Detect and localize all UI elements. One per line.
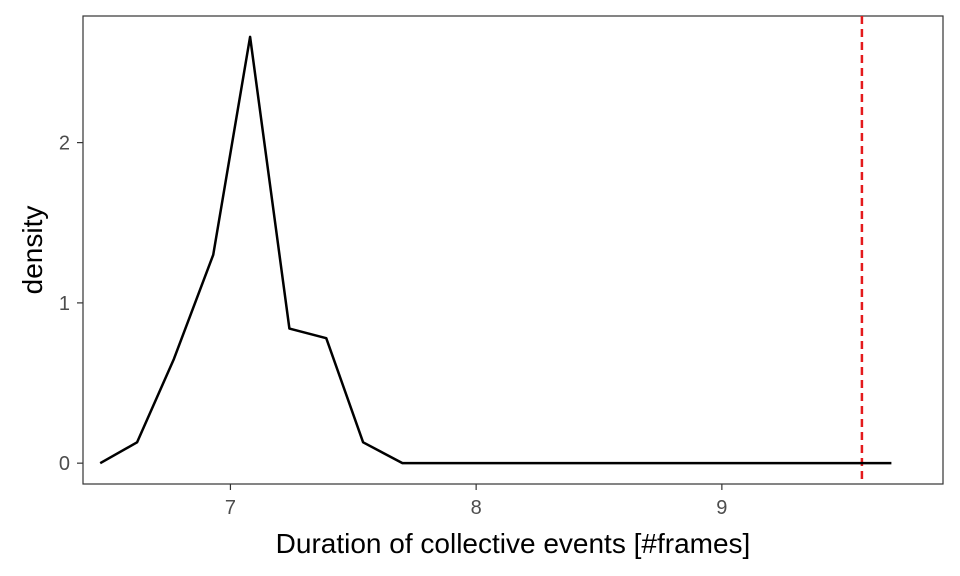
- y-tick-label-0: 0: [59, 453, 70, 475]
- y-axis-title: density: [17, 206, 48, 295]
- density-line-0: [99, 35, 892, 465]
- y-tick-label-1: 1: [59, 293, 70, 315]
- x-tick-label-0: 7: [225, 497, 236, 519]
- x-axis-title: Duration of collective events [#frames]: [276, 528, 751, 559]
- panel-border: [82, 15, 944, 485]
- x-tick-label-1: 8: [471, 497, 482, 519]
- y-axis: 0 1 2: [59, 133, 83, 475]
- series-layer: [99, 35, 892, 465]
- x-axis: 7 8 9: [225, 484, 727, 519]
- y-tick-label-2: 2: [59, 133, 70, 155]
- x-tick-label-2: 9: [716, 497, 727, 519]
